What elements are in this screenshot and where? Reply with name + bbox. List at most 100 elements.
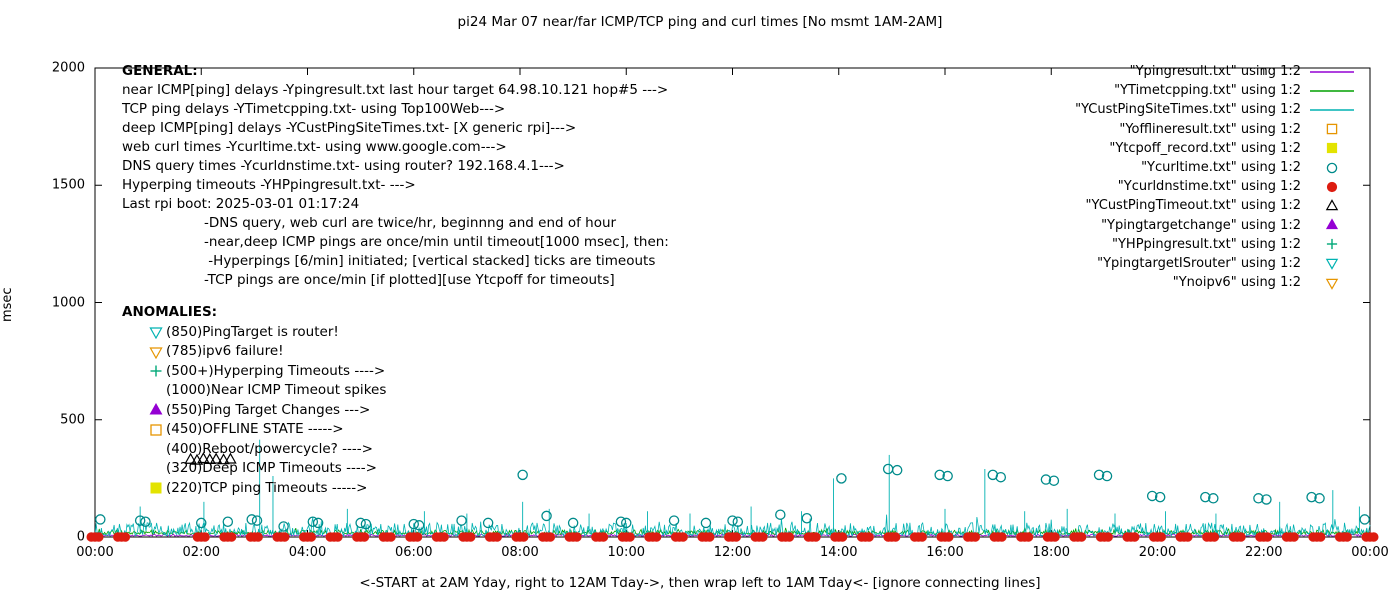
general-line: Hyperping timeouts -YHPpingresult.txt- -… xyxy=(122,177,416,193)
point-web-curl-times xyxy=(1306,491,1317,503)
x-tick-label: 12:00 xyxy=(713,545,752,560)
point-dns-query-times xyxy=(1315,532,1326,542)
legend-key-icon xyxy=(1308,141,1356,155)
chart-title: pi24 Mar 07 near/far ICMP/TCP ping and c… xyxy=(457,14,943,30)
legend-row: "Ypingtargetchange" using 1:2 xyxy=(1075,216,1356,235)
legend-line-sample xyxy=(1310,90,1354,92)
legend-row: "YHPpingresult.txt" using 1:2 xyxy=(1075,235,1356,254)
legend-key-icon xyxy=(1308,84,1356,98)
point-deep-icmp-timeouts xyxy=(224,452,237,464)
legend-label: "YTimetcpping.txt" using 1:2 xyxy=(1114,83,1301,99)
legend-row: "YTimetcpping.txt" using 1:2 xyxy=(1075,81,1356,100)
legend-square-open-icon xyxy=(1326,123,1338,135)
general-line: TCP ping delays -YTimetcpping.txt- using… xyxy=(122,101,506,117)
point-dns-query-times xyxy=(1156,532,1167,542)
point-dns-query-times xyxy=(1236,532,1246,542)
general-line: DNS query times -Ycurldnstime.txt- using… xyxy=(122,158,565,174)
point-web-curl-times xyxy=(456,515,467,526)
general-line: near ICMP[ping] delays -Ypingresult.txt … xyxy=(122,82,669,98)
point-dns-query-times xyxy=(625,532,635,542)
legend-label: "YpingtargetISrouter" using 1:2 xyxy=(1097,255,1301,271)
point-web-curl-times xyxy=(1200,491,1211,503)
triangle-down-open-marker xyxy=(149,347,163,359)
triangle-up-filled-icon xyxy=(149,403,163,415)
point-dns-query-times xyxy=(93,532,104,542)
anomaly-marker-spacer xyxy=(148,462,166,476)
point-dns-query-times xyxy=(226,532,237,542)
anomaly-label: (500+)Hyperping Timeouts ----> xyxy=(166,362,386,379)
point-dns-query-times xyxy=(784,532,795,542)
point-web-curl-times xyxy=(307,516,319,528)
point-dns-query-times xyxy=(1182,532,1193,542)
legend-triangle-up-open-icon xyxy=(1325,199,1339,211)
legend-label: "YHPpingresult.txt" using 1:2 xyxy=(1112,236,1301,252)
point-dns-query-times xyxy=(545,532,556,542)
x-tick-label: 18:00 xyxy=(1032,545,1070,560)
point-dns-query-times xyxy=(1209,532,1220,542)
square-open-marker xyxy=(1326,123,1338,135)
anomaly-label: (220)TCP ping Timeouts -----> xyxy=(166,479,368,496)
plus-icon xyxy=(150,365,162,377)
point-deep-icmp-timeouts xyxy=(184,452,197,464)
anomaly-row: (220)TCP ping Timeouts -----> xyxy=(122,479,386,499)
legend-triangle-down-open-icon xyxy=(1325,259,1339,271)
point-dns-query-times xyxy=(492,532,502,542)
point-deep-icmp-timeouts xyxy=(197,452,210,464)
point-web-curl-times xyxy=(934,469,945,481)
general-annotation: GENERAL: near ICMP[ping] delays -Ypingre… xyxy=(122,62,669,290)
legend-label: "Ypingresult.txt" using 1:2 xyxy=(1129,64,1301,80)
point-dns-query-times xyxy=(1076,532,1087,542)
triangle-up-filled-marker xyxy=(1325,218,1339,230)
point-dns-query-times xyxy=(1368,532,1379,542)
triangle-down-open-icon xyxy=(148,345,166,359)
legend-label: "YCustPingSiteTimes.txt" using 1:2 xyxy=(1075,102,1301,118)
point-web-curl-times xyxy=(732,516,744,528)
legend-line-sample xyxy=(1310,109,1354,111)
point-web-curl-times xyxy=(882,463,894,475)
square-filled-icon xyxy=(148,481,166,495)
point-dns-query-times xyxy=(1103,532,1113,542)
point-web-curl-times xyxy=(615,516,627,528)
point-web-curl-times xyxy=(668,515,680,526)
point-dns-query-times xyxy=(890,532,901,542)
triangle-up-filled-marker xyxy=(149,403,163,415)
anomaly-label: (320)Deep ICMP Timeouts ----> xyxy=(166,460,377,476)
legend-key-icon xyxy=(1308,161,1356,175)
point-dns-query-times xyxy=(837,532,848,542)
x-tick-label: 22:00 xyxy=(1245,545,1283,560)
anomalies-heading: ANOMALIES: xyxy=(122,304,218,320)
x-tick-label: 00:00 xyxy=(1351,545,1389,560)
point-dns-query-times xyxy=(253,532,263,542)
triangle-down-open-marker xyxy=(149,327,163,340)
square-filled-marker xyxy=(150,482,162,494)
point-web-curl-times xyxy=(1261,494,1272,505)
point-web-curl-times xyxy=(891,464,903,476)
point-deep-icmp-timeouts xyxy=(203,453,216,465)
point-web-curl-times xyxy=(987,469,999,481)
point-web-curl-times xyxy=(1146,490,1158,502)
triangle-up-filled-icon xyxy=(148,403,166,417)
square-open-icon xyxy=(150,424,162,436)
anomaly-row: (400)Reboot/powercycle? ----> xyxy=(122,440,386,460)
general-note-line: -Hyperpings [6/min] initiated; [vertical… xyxy=(204,253,656,269)
point-web-curl-times xyxy=(1101,470,1113,482)
point-dns-query-times xyxy=(200,532,210,542)
anomaly-row: (320)Deep ICMP Timeouts ----> xyxy=(122,459,386,479)
x-tick-label: 20:00 xyxy=(1138,545,1177,560)
anomaly-marker-spacer xyxy=(148,384,166,398)
point-dns-query-times xyxy=(439,532,449,542)
point-web-curl-times xyxy=(801,512,813,524)
x-tick-label: 10:00 xyxy=(607,545,645,560)
point-deep-icmp-timeouts xyxy=(217,453,230,465)
point-dns-query-times xyxy=(412,532,423,542)
legend-triangle-up-filled-icon xyxy=(1325,218,1339,230)
y-tick-label: 500 xyxy=(60,412,85,428)
point-web-curl-times xyxy=(251,515,263,526)
legend-key-icon xyxy=(1308,256,1356,271)
x-axis-label: <-START at 2AM Yday, right to 12AM Tday-… xyxy=(359,575,1041,591)
legend-circle-open-icon xyxy=(1326,162,1338,173)
point-web-curl-times xyxy=(360,518,372,530)
legend-row: "YCustPingSiteTimes.txt" using 1:2 xyxy=(1075,100,1356,119)
point-web-curl-times xyxy=(195,517,207,529)
legend-row: "Ycurltime.txt" using 1:2 xyxy=(1075,158,1356,177)
